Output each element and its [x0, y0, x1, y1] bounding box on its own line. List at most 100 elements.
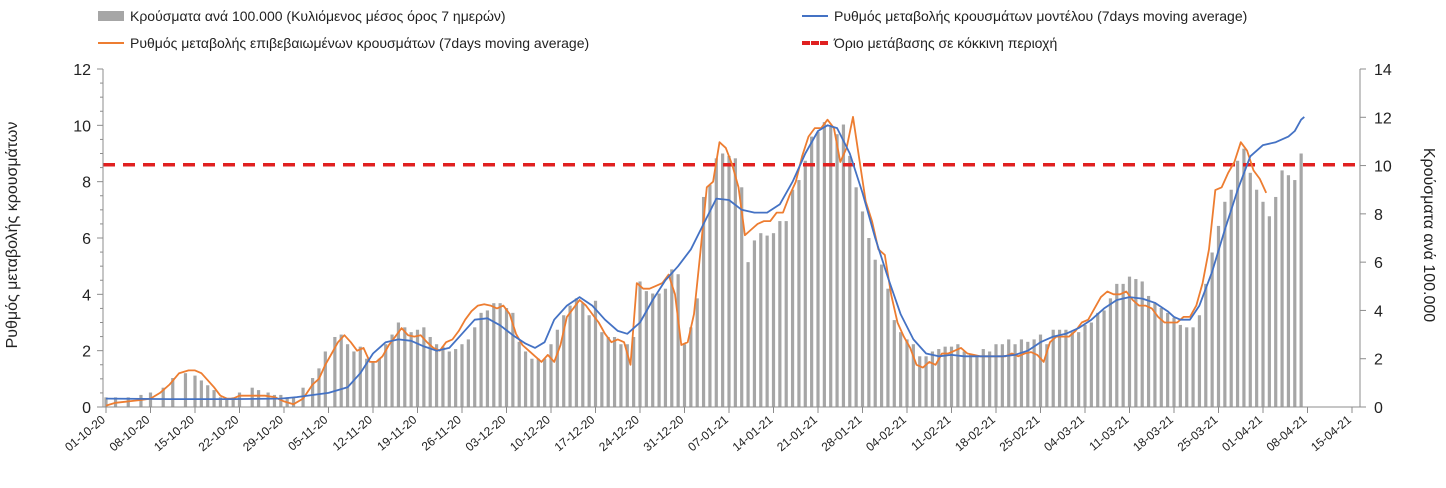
left-tick-label: 10 [73, 118, 91, 135]
case-bar [473, 327, 477, 407]
case-bar [1032, 339, 1036, 407]
case-bar [721, 153, 725, 407]
case-bar [1248, 172, 1252, 407]
case-bar [161, 387, 165, 407]
case-bar [193, 375, 197, 407]
case-bar [139, 394, 143, 407]
case-bar [1229, 189, 1233, 407]
case-bar [422, 327, 426, 407]
case-bar [879, 264, 884, 407]
case-bar [657, 293, 661, 407]
case-bar [384, 344, 388, 407]
case-bar [988, 351, 992, 407]
case-bar [517, 341, 521, 407]
case-bar [956, 344, 960, 407]
case-bar [918, 356, 922, 407]
case-bar [272, 394, 277, 407]
case-bar [867, 238, 871, 407]
case-bar [485, 310, 490, 407]
x-tick-label: 21-01-21 [774, 412, 820, 454]
case-bar [778, 221, 782, 407]
case-bar [549, 344, 553, 407]
case-bar [644, 291, 648, 407]
case-bar [797, 180, 801, 407]
case-bar [759, 233, 763, 407]
case-bar [803, 160, 807, 407]
case-bar [1242, 148, 1246, 407]
right-tick-label: 4 [1374, 303, 1383, 320]
x-tick-label: 25-02-21 [997, 412, 1043, 454]
case-bar [1140, 281, 1144, 407]
case-bar [536, 358, 540, 407]
case-bar [708, 184, 712, 407]
case-bar [323, 351, 327, 407]
case-bar [568, 305, 572, 407]
case-bar [1096, 312, 1100, 407]
case-bar [1216, 225, 1221, 407]
x-tick-label: 04-02-21 [863, 412, 909, 454]
case-bar [333, 336, 337, 407]
legend-bars-label: Κρούσματα ανά 100.000 (Κυλιόμενος μέσος … [130, 8, 506, 24]
case-bar [390, 334, 394, 407]
x-tick-label: 04-03-21 [1041, 412, 1087, 454]
case-bar [689, 327, 693, 407]
x-tick-label: 05-11-20 [285, 412, 330, 453]
case-bar [612, 336, 617, 407]
case-bar [434, 344, 439, 407]
case-bar [574, 298, 579, 407]
case-bar [1045, 344, 1049, 407]
case-bar [765, 235, 769, 407]
case-bar [625, 344, 629, 407]
case-bar [1191, 327, 1195, 407]
x-tick-label: 28-01-21 [819, 412, 865, 454]
case-bar [587, 315, 591, 407]
legend-model-swatch [802, 15, 828, 17]
case-bar [1223, 201, 1227, 407]
x-tick-label: 01-10-20 [62, 412, 108, 454]
case-bar [104, 397, 108, 407]
x-tick-label: 19-11-20 [374, 412, 419, 453]
case-bar [663, 288, 668, 407]
case-bar [345, 344, 350, 407]
case-bar [358, 346, 362, 407]
case-bar [911, 344, 915, 407]
left-tick-label: 0 [82, 400, 91, 417]
case-bar [1026, 341, 1030, 407]
case-bar [606, 336, 610, 407]
right-tick-label: 0 [1374, 400, 1383, 417]
x-tick-label: 03-12-20 [463, 412, 509, 454]
case-bar [1013, 344, 1017, 407]
model-rate-line [105, 116, 1305, 400]
case-bar [822, 122, 826, 407]
case-bar [266, 392, 270, 407]
case-bar [460, 344, 464, 407]
case-bar [415, 329, 420, 407]
case-bar [746, 262, 750, 407]
case-bar [810, 136, 814, 407]
case-bar [1108, 298, 1113, 407]
x-tick-label: 29-10-20 [240, 412, 286, 454]
case-bar [733, 158, 737, 407]
case-bar [892, 320, 896, 407]
case-bar [930, 351, 935, 407]
case-bar [619, 344, 623, 407]
case-bar [676, 274, 680, 407]
case-bar [279, 394, 283, 407]
case-bar [981, 349, 985, 407]
case-bar [1057, 329, 1062, 407]
left-tick-label: 12 [73, 62, 91, 79]
x-tick-label: 15-04-21 [1308, 412, 1354, 454]
case-bar [975, 356, 979, 407]
case-bar [949, 346, 954, 407]
case-bar [311, 378, 315, 407]
case-bar [479, 312, 483, 407]
legend-threshold: Όριο μετάβασης σε κόκκινη περιοχή [802, 35, 1057, 51]
legend-model-label: Ρυθμός μεταβολής κρουσμάτων μοντέλου (7d… [834, 8, 1248, 24]
case-bar [1134, 279, 1138, 407]
case-bar [199, 380, 203, 407]
case-bar [1235, 160, 1240, 407]
legend-bars: Κρούσματα ανά 100.000 (Κυλιόμενος μέσος … [98, 8, 506, 24]
case-bar [816, 131, 820, 407]
case-bar [1115, 283, 1119, 407]
case-bar [727, 155, 731, 407]
